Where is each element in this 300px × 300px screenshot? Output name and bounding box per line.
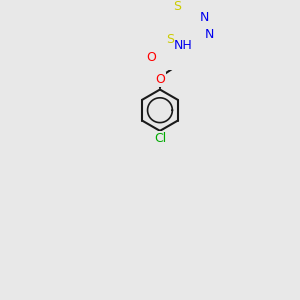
Text: N: N	[204, 28, 214, 41]
Text: S: S	[173, 0, 181, 14]
Text: O: O	[147, 51, 157, 64]
Text: Cl: Cl	[154, 132, 166, 145]
Text: NH: NH	[174, 39, 193, 52]
Text: S: S	[166, 32, 174, 46]
Text: O: O	[155, 73, 165, 86]
Text: N: N	[200, 11, 209, 24]
